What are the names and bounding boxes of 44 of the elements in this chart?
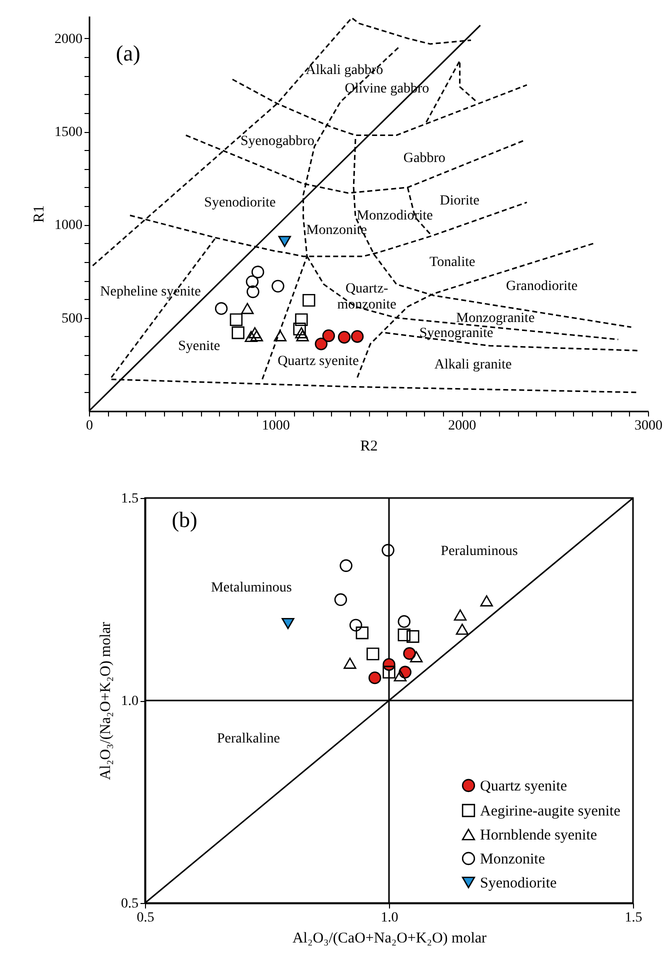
legend-label: Syenodiorite [480,876,557,892]
annotation: Quartz syenite [278,354,359,369]
x-tick-label: 1.5 [624,910,642,926]
y-tick-label: 1000 [54,218,82,234]
annotation: Peralkaline [216,732,280,747]
x-tick-label: 2000 [448,418,476,434]
y-tick-label: 500 [62,311,82,326]
y-tick-label: 1.0 [121,694,138,709]
x-tick-label: 1.0 [380,910,398,926]
y-tick-label: 2000 [54,32,82,47]
legend-label: Hornblende syenite [480,828,598,844]
y-axis-title: R1 [32,205,48,223]
annotation: Nepheline syenite [100,284,201,300]
annotation: (b) [172,506,198,532]
annotation: Monzodiorite [356,208,433,224]
annotation: Granodiorite [506,279,578,294]
x-axis-title: R2 [360,438,378,454]
annotation: Diorite [440,193,480,208]
x-axis-title: Al₂O₃/(CaO+Na₂O+K₂O) molar [292,930,487,946]
annotation: Peraluminous [440,544,518,560]
y-axis-title: Al₂O₃/(Na₂O+K₂O) molar [98,622,114,780]
annotation: Tonalite [430,255,476,270]
annotation: Alkali gabbro [306,63,384,78]
annotation: Syenogabbro [240,134,314,149]
y-tick-label: 1.5 [121,492,138,506]
annotation: Quartz- monzonite [337,282,396,313]
annotation: Monzogranite [456,310,535,326]
legend-label: Quartz syenite [480,778,568,794]
x-tick-label: 0 [86,418,93,434]
annotation: Syenodiorite [204,195,276,210]
x-tick-label: 0.5 [136,910,154,926]
annotation: (a) [116,40,140,66]
annotation: Syenite [178,338,220,354]
annotation: Syenogranite [419,326,494,341]
annotation: Alkali granite [434,357,512,372]
x-tick-label: 3000 [634,418,662,434]
legend-label: Aegirine-augite syenite [480,804,621,820]
x-tick-label: 1000 [262,418,290,434]
annotation: Gabbro [403,150,446,166]
annotation: Monzonite [306,223,367,238]
y-tick-label: 1500 [54,125,82,140]
annotation: Metaluminous [210,580,292,596]
y-tick-label: 0.5 [121,896,138,912]
legend-label: Monzonite [480,852,546,868]
